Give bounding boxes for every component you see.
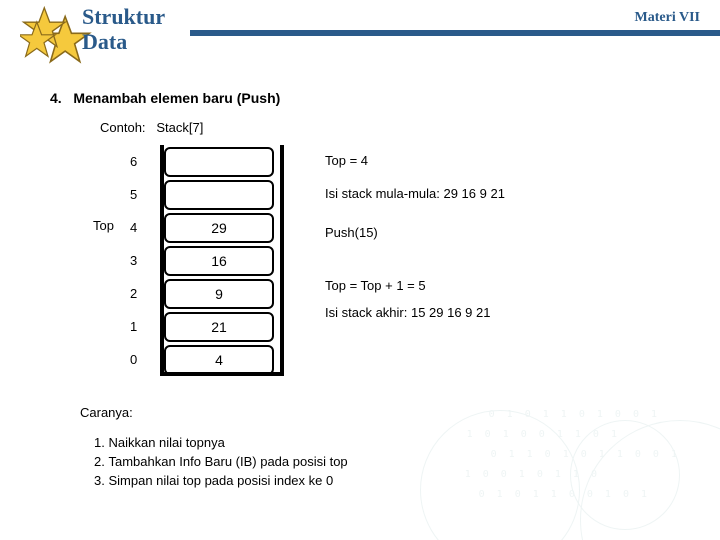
stack-row: 6 <box>130 145 274 178</box>
stack-cell: 4 <box>164 345 274 375</box>
header-divider <box>190 30 720 36</box>
stack-table: 6 5 4 29 3 16 2 9 1 21 0 4 <box>130 145 274 376</box>
step-item: Simpan nilai top pada posisi index ke 0 <box>80 473 348 488</box>
stack-cell: 16 <box>164 246 274 276</box>
stack-index: 3 <box>130 253 160 268</box>
steps-list: Naikkan nilai topnya Tambahkan Info Baru… <box>80 435 348 492</box>
section-heading: Menambah elemen baru (Push) <box>73 90 280 106</box>
info-push-op: Push(15) <box>325 225 378 240</box>
stack-index: 1 <box>130 319 160 334</box>
stack-index: 0 <box>130 352 160 367</box>
step-item: Naikkan nilai topnya <box>80 435 348 450</box>
section-number: 4. <box>50 90 62 106</box>
stack-cell <box>164 180 274 210</box>
stack-index: 5 <box>130 187 160 202</box>
info-final-stack: Isi stack akhir: 15 29 16 9 21 <box>325 305 490 320</box>
example-label: Contoh: Stack[7] <box>100 120 203 135</box>
info-initial-stack: Isi stack mula-mula: 29 16 9 21 <box>325 186 505 201</box>
stack-row: 2 9 <box>130 277 274 310</box>
caranya-label: Caranya: <box>80 405 133 420</box>
stack-row: 1 21 <box>130 310 274 343</box>
stack-cell: 29 <box>164 213 274 243</box>
stack-cell <box>164 147 274 177</box>
info-top-increment: Top = Top + 1 = 5 <box>325 278 426 293</box>
page-title: Struktur Data <box>82 4 165 55</box>
stack-index: 4 <box>130 220 160 235</box>
info-top-value: Top = 4 <box>325 153 368 168</box>
stack-cell: 21 <box>164 312 274 342</box>
top-pointer-label: Top <box>93 218 114 233</box>
stack-row: 5 <box>130 178 274 211</box>
background-decoration: 0 1 0 1 1 0 1 0 0 1 1 0 1 0 0 1 1 0 1 0 … <box>340 360 720 540</box>
stack-cell: 9 <box>164 279 274 309</box>
header: Struktur Data Materi VII <box>0 0 720 60</box>
materi-label: Materi VII <box>635 10 700 26</box>
stack-row: 3 16 <box>130 244 274 277</box>
title-line1: Struktur <box>82 4 165 29</box>
step-item: Tambahkan Info Baru (IB) pada posisi top <box>80 454 348 469</box>
stack-index: 6 <box>130 154 160 169</box>
stack-row: 0 4 <box>130 343 274 376</box>
section-title: 4. Menambah elemen baru (Push) <box>50 90 280 106</box>
title-line2: Data <box>82 29 127 54</box>
stack-row: 4 29 <box>130 211 274 244</box>
stack-index: 2 <box>130 286 160 301</box>
